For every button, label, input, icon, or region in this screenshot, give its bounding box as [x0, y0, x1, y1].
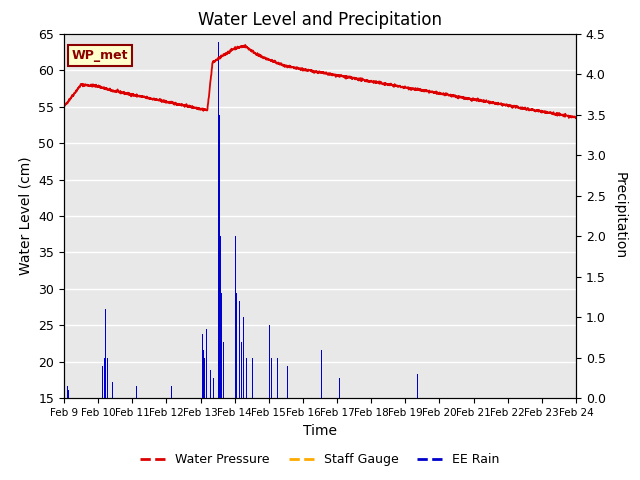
Legend: Water Pressure, Staff Gauge, EE Rain: Water Pressure, Staff Gauge, EE Rain — [136, 448, 504, 471]
X-axis label: Time: Time — [303, 424, 337, 438]
Y-axis label: Water Level (cm): Water Level (cm) — [19, 156, 33, 276]
Text: WP_met: WP_met — [72, 49, 128, 62]
Y-axis label: Precipitation: Precipitation — [612, 172, 627, 260]
Title: Water Level and Precipitation: Water Level and Precipitation — [198, 11, 442, 29]
